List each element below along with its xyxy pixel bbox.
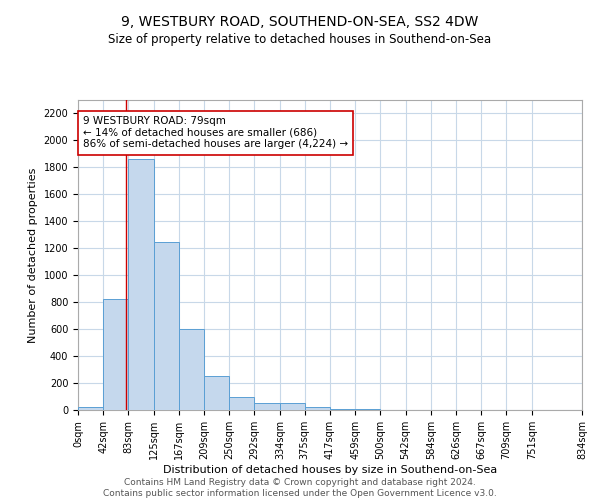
Bar (103, 300, 128, 410)
Y-axis label: Number of detached properties: Number of detached properties (28, 168, 38, 342)
Text: Size of property relative to detached houses in Southend-on-Sea: Size of property relative to detached ho… (109, 32, 491, 46)
Bar (205, 376, 229, 410)
Text: Contains HM Land Registry data © Crown copyright and database right 2024.
Contai: Contains HM Land Registry data © Crown c… (103, 478, 497, 498)
Bar (78, 408, 103, 410)
Bar (305, 406, 330, 410)
X-axis label: Distribution of detached houses by size in Southend-on-Sea: Distribution of detached houses by size … (163, 464, 497, 474)
Bar (154, 242, 179, 410)
Bar (254, 402, 280, 410)
Bar (179, 329, 205, 410)
Text: 9 WESTBURY ROAD: 79sqm
← 14% of detached houses are smaller (686)
86% of semi-de: 9 WESTBURY ROAD: 79sqm ← 14% of detached… (83, 116, 348, 150)
Text: 9, WESTBURY ROAD, SOUTHEND-ON-SEA, SS2 4DW: 9, WESTBURY ROAD, SOUTHEND-ON-SEA, SS2 4… (121, 15, 479, 29)
Bar (229, 396, 254, 410)
Bar (280, 404, 305, 410)
Bar (128, 160, 154, 410)
Bar (330, 408, 355, 410)
